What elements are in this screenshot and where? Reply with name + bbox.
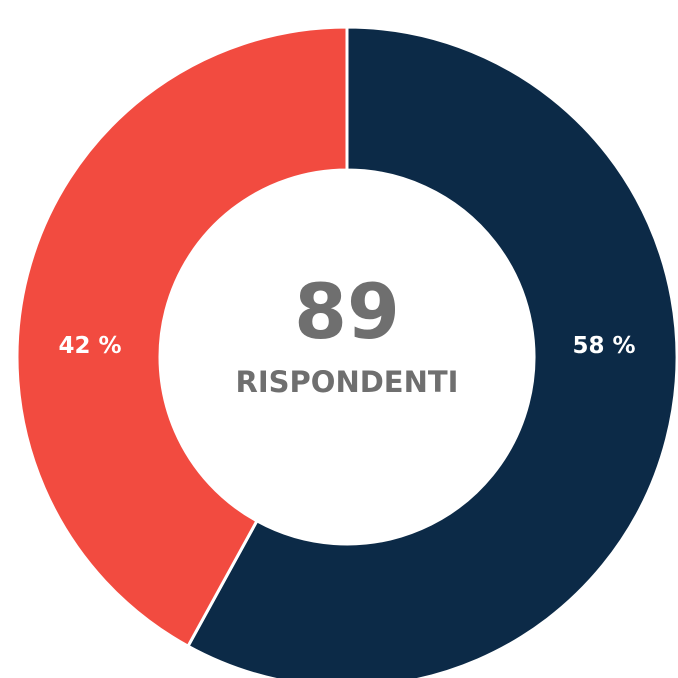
slice-label-1: 42 %	[58, 333, 121, 359]
slices-group	[15, 25, 678, 678]
labels-group: 58 % 42 %	[58, 333, 635, 359]
donut-slice-0	[185, 25, 678, 678]
respondent-caption: RISPONDENTI	[236, 365, 459, 399]
slice-label-0: 58 %	[572, 333, 635, 359]
donut-slice-1	[15, 25, 349, 649]
respondent-count: 89	[294, 267, 400, 356]
